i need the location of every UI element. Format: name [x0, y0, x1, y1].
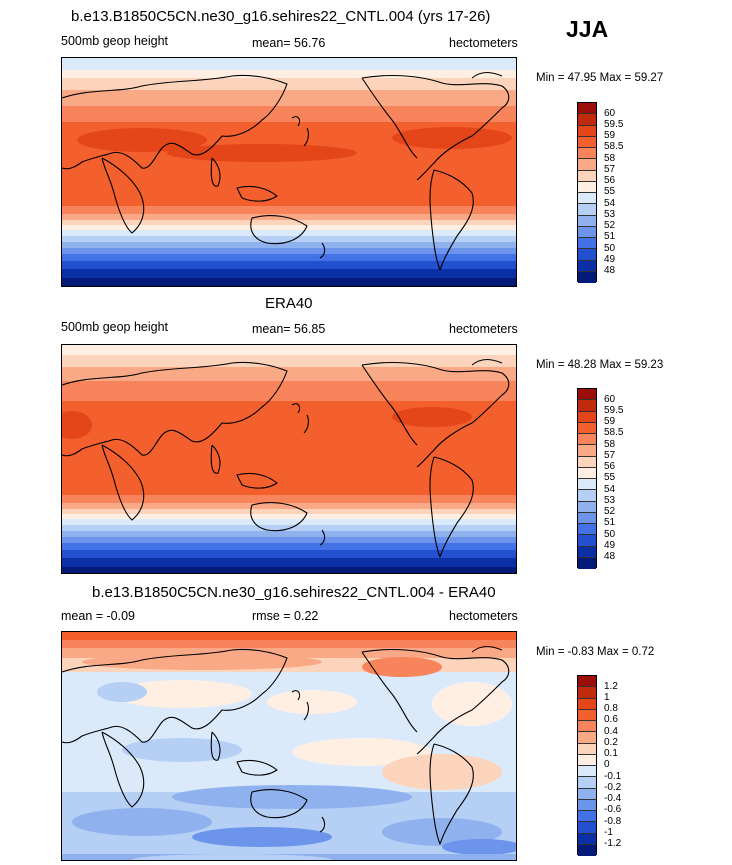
panel2-units: hectometers — [449, 322, 518, 336]
season-label: JJA — [566, 16, 609, 42]
panel1-level-label: 58 — [604, 153, 616, 164]
panel1-map — [61, 57, 517, 287]
panel3-level-label: 1.2 — [604, 681, 618, 692]
panel2-level-label: 50 — [604, 529, 616, 540]
panel3-level-label: 0.4 — [604, 726, 618, 737]
panel2-level-label: 52 — [604, 506, 616, 517]
panel3-level-label: 0.1 — [604, 748, 618, 759]
panel2-level-label: 48 — [604, 551, 616, 562]
panel1-level-label: 57 — [604, 164, 616, 175]
panel3-minmax: Min = -0.83 Max = 0.72 — [536, 646, 655, 658]
panel1-title: b.e13.B1850C5CN.ne30_g16.sehires22_CNTL.… — [71, 8, 491, 25]
panel3-level-label: 0.2 — [604, 737, 618, 748]
panel1-level-label: 49 — [604, 254, 616, 265]
panel1-level-label: 55 — [604, 186, 616, 197]
panel2-colorbar — [577, 388, 597, 569]
panel2-level-label: 59.5 — [604, 405, 624, 416]
panel2-map — [61, 344, 517, 574]
panel3-level-label: -1 — [604, 827, 613, 838]
panel3-level-label: 0 — [604, 759, 610, 770]
panel2-level-label: 57 — [604, 450, 616, 461]
panel2-level-label: 60 — [604, 394, 616, 405]
panel1-level-label: 56 — [604, 175, 616, 186]
panel3-title: b.e13.B1850C5CN.ne30_g16.sehires22_CNTL.… — [92, 584, 496, 601]
panel2-level-label: 56 — [604, 461, 616, 472]
panel2-mean: mean= 56.85 — [252, 322, 326, 336]
panel2-minmax: Min = 48.28 Max = 59.23 — [536, 359, 664, 371]
panel1-level-label: 53 — [604, 209, 616, 220]
panel1-level-label: 50 — [604, 243, 616, 254]
panel3-colorbar — [577, 675, 597, 856]
panel2-level-label: 59 — [604, 416, 616, 427]
panel1-level-label: 60 — [604, 108, 616, 119]
panel3-rmse: rmse = 0.22 — [252, 609, 319, 623]
panel1-level-label: 58.5 — [604, 141, 624, 152]
panel3-level-label: -0.4 — [604, 793, 622, 804]
panel2-level-label: 49 — [604, 540, 616, 551]
panel3-level-label: -0.1 — [604, 771, 622, 782]
panel3-level-label: -0.6 — [604, 804, 622, 815]
panel2-level-label: 51 — [604, 517, 616, 528]
panel3-level-label: 0.8 — [604, 703, 618, 714]
panel1-units: hectometers — [449, 36, 518, 50]
panel1-level-label: 51 — [604, 231, 616, 242]
panel2-level-label: 55 — [604, 472, 616, 483]
panel3-level-label: -0.2 — [604, 782, 622, 793]
panel1-level-label: 54 — [604, 198, 616, 209]
panel3-mean: mean = -0.09 — [61, 609, 136, 623]
panel3-level-label: -1.2 — [604, 838, 622, 849]
panel1-level-label: 59.5 — [604, 119, 624, 130]
panel2-variable-label: 500mb geop height — [61, 320, 169, 334]
panel1-level-label: 59 — [604, 130, 616, 141]
panel1-minmax: Min = 47.95 Max = 59.27 — [536, 72, 664, 84]
panel3-map — [61, 631, 517, 861]
panel1-colorbar — [577, 102, 597, 283]
panel2-level-label: 54 — [604, 484, 616, 495]
panel1-variable-label: 500mb geop height — [61, 34, 169, 48]
panel2-title: ERA40 — [265, 295, 313, 312]
panel3-level-label: 0.6 — [604, 714, 618, 725]
panel1-level-label: 52 — [604, 220, 616, 231]
panel2-level-label: 53 — [604, 495, 616, 506]
panel2-level-label: 58.5 — [604, 427, 624, 438]
panel3-level-label: -0.8 — [604, 816, 622, 827]
panel2-level-label: 58 — [604, 439, 616, 450]
panel3-units: hectometers — [449, 609, 518, 623]
panel3-level-label: 1 — [604, 692, 610, 703]
panel1-level-label: 48 — [604, 265, 616, 276]
panel1-mean: mean= 56.76 — [252, 36, 326, 50]
